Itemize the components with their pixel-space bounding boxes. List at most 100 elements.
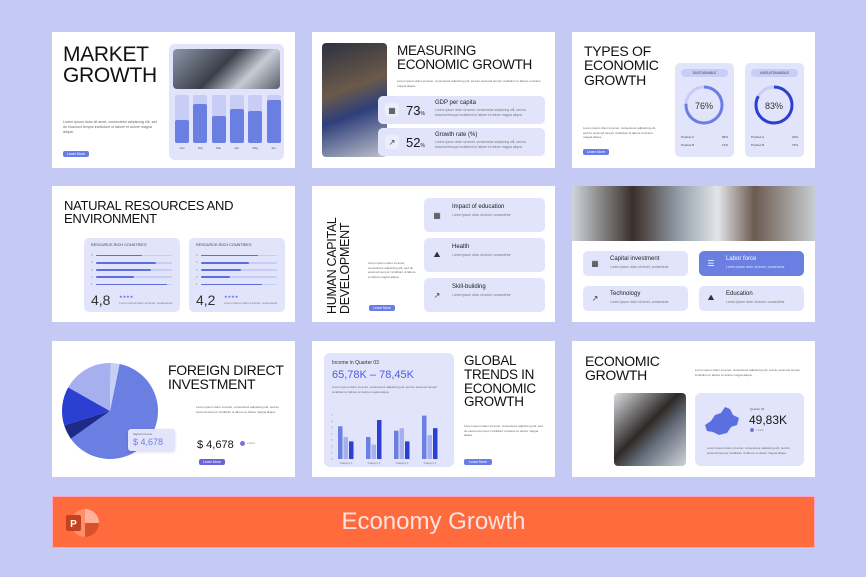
stat-label: Growth rate (%) xyxy=(435,132,478,138)
learn-more-button[interactable]: Learn More xyxy=(464,459,492,465)
slide-fdi[interactable]: Highest income $ 4,678 FOREIGN DIRECT IN… xyxy=(52,341,295,477)
mountain-icon: ⛰ xyxy=(707,293,715,302)
donut-chart xyxy=(684,85,724,125)
category-label: Category 4 xyxy=(424,461,437,465)
bar xyxy=(96,276,134,279)
slide-growth-factors[interactable]: ▦ Capital investment Lorem ipsum dolor sit… xyxy=(572,186,815,322)
factor-title: Labor force xyxy=(726,256,757,262)
topic-card: ⛰ Health Lorem ipsum dolor sit amet, conse… xyxy=(424,238,545,272)
learn-more-button[interactable]: Learn More xyxy=(369,305,395,311)
stat-value: 52% xyxy=(406,135,425,150)
y-tick-label: 6 xyxy=(331,420,333,423)
powerpoint-icon: P xyxy=(66,509,99,537)
y-tick-label: 1 xyxy=(331,452,333,455)
slide-title: TYPES OF ECONOMIC GROWTH xyxy=(584,43,659,88)
bar xyxy=(201,269,242,271)
slide-title: NATURAL RESOURCES AND ENVIRONMENT xyxy=(64,198,234,227)
income-range: 65,78K – 78,45K xyxy=(332,369,414,381)
quarter-label: Quarter 04 xyxy=(750,407,765,411)
product-name: Product B xyxy=(751,143,765,147)
slide-title: MARKET GROWTH xyxy=(63,43,157,88)
learn-more-button[interactable]: Learn More xyxy=(63,151,89,157)
bar-label: Feb xyxy=(197,146,203,150)
y-tick-label: 4 xyxy=(331,433,333,436)
svg-text:P: P xyxy=(70,519,77,530)
slide-global-trends[interactable]: Income in Quarter 03 65,78K – 78,45K Lor… xyxy=(312,341,555,477)
body-text: Lorem ipsum dolor sit amet, consectetur … xyxy=(368,261,416,279)
product-name: Product A xyxy=(681,135,695,139)
slide-natural-resources[interactable]: NATURAL RESOURCES AND ENVIRONMENT RESOUR… xyxy=(52,186,295,322)
list-icon: ☰ xyxy=(707,258,715,268)
learn-more-button[interactable]: Learn More xyxy=(199,459,225,465)
slide-economic-growth[interactable]: ECONOMIC GROWTH Lorem ipsum dolor sit am… xyxy=(572,341,815,477)
slide-market-growth[interactable]: MARKET GROWTH Lorem ipsum dolor sit amet… xyxy=(52,32,295,168)
map-panel: Quarter 04 49,83K +21% Lorem ipsum dolor… xyxy=(695,393,804,466)
product-value: 20% xyxy=(791,135,798,139)
resource-card: RESOURCE-RICH COUNTRIES 5 4 3 2 1 4,8 ★★★★ Lorem… xyxy=(84,238,180,312)
income-panel: Income in Quarter 03 65,78K – 78,45K Lor… xyxy=(324,353,454,467)
slide-types[interactable]: TYPES OF ECONOMIC GROWTH Lorem ipsum dol… xyxy=(572,32,815,168)
learn-more-button[interactable]: Learn More xyxy=(583,149,609,155)
bar xyxy=(366,437,371,459)
category-label: Category 3 xyxy=(396,461,409,465)
donut-chart xyxy=(754,85,794,125)
donut-arc xyxy=(684,85,724,125)
factor-text: Lorem ipsum dolor sit amet, consectetur xyxy=(726,265,785,269)
stat-label: GDP per capita xyxy=(435,100,476,106)
topic-card: ↗ Skill-building Lorem ipsum dolor sit ame… xyxy=(424,278,545,312)
grouped-bar-chart: 0 1 2 3 4 5 6 7 Category 1 Category 2 Category 3 Ca… xyxy=(331,414,438,465)
card-label: SUSTAINABLE xyxy=(681,69,728,77)
bar-label: Mar xyxy=(216,146,222,150)
stat-text: Lorem ipsum dolor sit amet, consectetur … xyxy=(435,108,527,117)
y-tick-label: 2 xyxy=(331,445,333,448)
topic-text: Lorem ipsum dolor sit amet, consectetur xyxy=(452,293,511,297)
bar xyxy=(96,261,157,264)
y-tick-label: 0 xyxy=(331,458,333,461)
title-banner: P Economy Growth xyxy=(52,496,815,548)
y-tick-label: 3 xyxy=(331,439,333,442)
body-text: Lorem ipsum dolor sit amet, consectetur … xyxy=(63,120,158,135)
region-map-icon xyxy=(705,407,739,435)
slide-human-capital[interactable]: HUMAN CAPITAL DEVELOPMENT Lorem ipsum do… xyxy=(312,186,555,322)
rating-score: 4,2 xyxy=(196,292,216,308)
trend-icon: ↗ xyxy=(385,135,399,149)
product-row: Product A 89% xyxy=(681,135,728,139)
bar xyxy=(248,110,263,143)
category-label: Category 1 xyxy=(340,461,353,465)
highest-income-badge: Highest income $ 4,678 xyxy=(128,429,175,451)
bar xyxy=(96,283,168,286)
trend-icon: ↗ xyxy=(591,293,599,303)
factor-card[interactable]: ☰ Labor force Lorem ipsum dolor sit amet, … xyxy=(699,251,804,276)
star-rating: ★★★★ xyxy=(119,294,134,299)
bar xyxy=(399,428,404,459)
body-text: Lorem ipsum dolor sit amet, consectetur … xyxy=(583,126,657,139)
factor-card[interactable]: ▦ Capital investment Lorem ipsum dolor sit… xyxy=(583,251,688,276)
factor-text: Lorem ipsum dolor sit amet, consectetur xyxy=(726,300,785,304)
bar-rank: 2 xyxy=(196,275,198,279)
product-name: Product B xyxy=(681,143,695,147)
chart-icon: ▦ xyxy=(385,103,399,117)
badge-label: Highest income xyxy=(133,432,153,436)
rating-caption: Lorem ipsum dolor sit amet, consectetur xyxy=(119,301,173,305)
card-label: UNSUSTAINABLE xyxy=(751,69,798,77)
bar-rank: 4 xyxy=(91,261,93,265)
bar-rank: 2 xyxy=(91,275,93,279)
business-photo xyxy=(173,49,280,89)
bar xyxy=(422,415,427,459)
bar xyxy=(266,100,281,143)
bar xyxy=(175,119,189,143)
bar-label: Jun xyxy=(271,146,276,150)
factor-card[interactable]: ⛰ Education Lorem ipsum dolor sit amet, co… xyxy=(699,286,804,311)
product-row: Product B 13% xyxy=(681,143,728,147)
bar xyxy=(201,276,230,279)
change-text: +21% xyxy=(756,428,764,432)
slide-measuring[interactable]: MEASURING ECONOMIC GROWTH Lorem ipsum do… xyxy=(312,32,555,168)
bar xyxy=(201,254,258,257)
topic-title: Health xyxy=(452,244,470,250)
factor-card[interactable]: ↗ Technology Lorem ipsum dolor sit amet, c… xyxy=(583,286,688,311)
bar xyxy=(377,420,382,459)
stat-card: ↗ 52% Growth rate (%) Lorem ipsum dolor … xyxy=(378,128,545,156)
slide-title: GLOBAL TRENDS IN ECONOMIC GROWTH xyxy=(464,353,536,410)
category-label: Category 2 xyxy=(368,461,381,465)
product-name: Product A xyxy=(751,135,765,139)
